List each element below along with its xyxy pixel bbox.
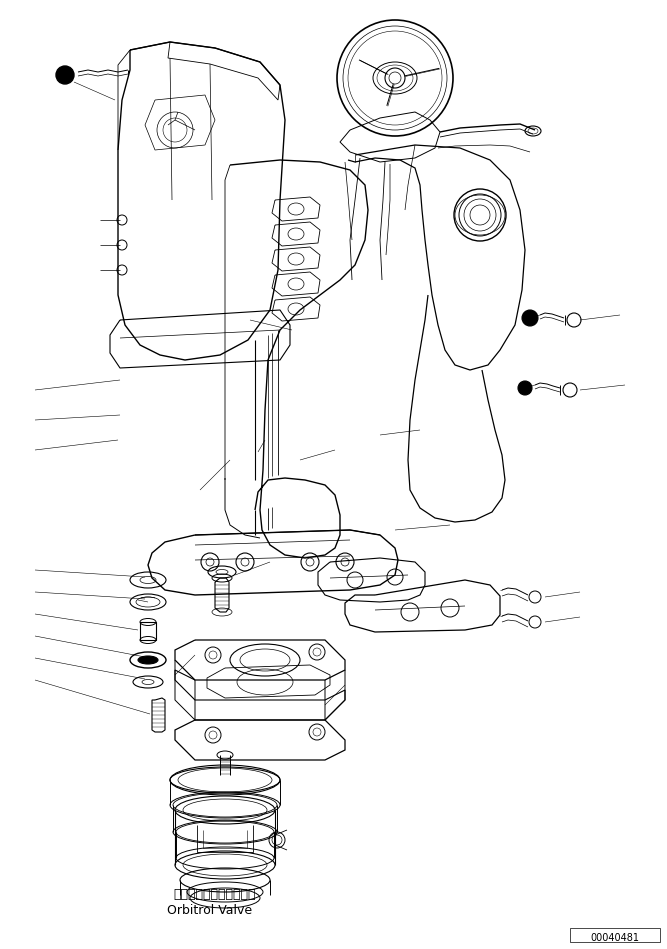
Circle shape xyxy=(56,66,74,84)
Circle shape xyxy=(60,70,70,80)
Text: 00040481: 00040481 xyxy=(590,933,640,943)
Bar xyxy=(570,928,660,942)
Circle shape xyxy=(522,310,538,326)
Ellipse shape xyxy=(138,656,158,664)
Text: オービットロールバルブ: オービットロールバルブ xyxy=(173,888,256,902)
Text: Orbitrol Valve: Orbitrol Valve xyxy=(167,903,253,917)
Circle shape xyxy=(518,381,532,395)
